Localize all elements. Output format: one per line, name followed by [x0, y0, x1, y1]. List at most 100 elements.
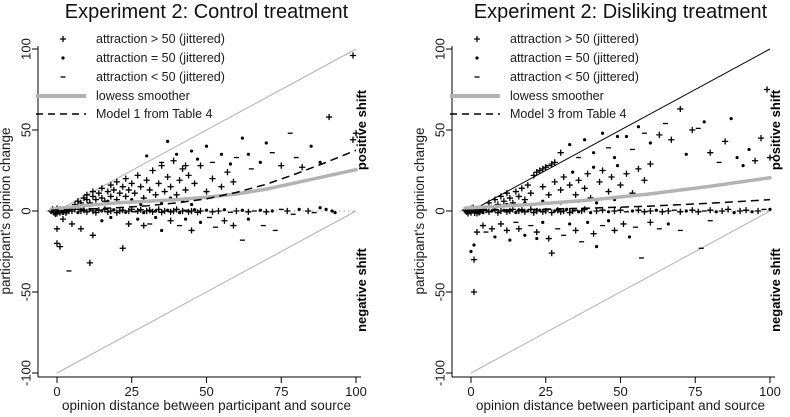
scatter-point-plus: [221, 217, 228, 224]
scatter-point-dot: [714, 210, 718, 214]
scatter-point-plus: [77, 225, 85, 232]
scatter-point-plus: [593, 207, 600, 215]
scatter-point-plus: [512, 188, 519, 195]
lowess-smoother-line: [49, 167, 358, 212]
legend-item-label: attraction < 50 (jittered): [96, 70, 225, 84]
scatter-point-plus: [107, 193, 114, 200]
scatter-point-plus: [470, 288, 478, 296]
x-tick-label: 100: [759, 384, 781, 399]
scatter-point-dot: [145, 154, 149, 158]
scatter-point-plus: [581, 185, 588, 192]
scatter-point-plus: [53, 225, 61, 232]
scatter-point-dot: [615, 164, 620, 168]
scatter-point-plus: [722, 138, 729, 145]
scatter-point-plus: [665, 207, 672, 215]
legend-plus-marker-icon: [60, 36, 66, 42]
scatter-point-dot: [204, 208, 209, 212]
scatter-point-dot: [198, 220, 203, 224]
legend-dot-marker-icon: [61, 56, 65, 60]
scatter-point-plus: [104, 208, 111, 215]
scatter-point-plus: [185, 172, 192, 179]
scatter-point-plus: [92, 196, 99, 203]
scatter-point-plus: [218, 183, 225, 190]
scatter-point-plus: [349, 136, 357, 143]
scatter-point-plus: [131, 190, 138, 197]
scatter-point-dot: [768, 207, 772, 211]
scatter-point-plus: [167, 183, 174, 190]
scatter-point-plus: [173, 206, 180, 213]
scatter-point-plus: [485, 199, 493, 206]
scatter-point-plus: [530, 172, 537, 179]
panel-svg: -100 -50 0 50 100 0 25 50 75 100 Experiment 2: Con…: [0, 1, 369, 413]
scatter-point-dot: [333, 211, 337, 215]
scatter-point-dot: [189, 202, 194, 207]
scatter-point-plus: [176, 177, 183, 184]
scatter-point-plus: [464, 210, 472, 217]
scatter-point-plus: [584, 170, 591, 177]
scatter-point-dot: [76, 211, 80, 215]
scatter-point-plus: [161, 188, 168, 195]
scatter-point-plus: [617, 207, 624, 214]
scatter-point-dot: [175, 152, 179, 156]
scatter-point-plus: [98, 194, 105, 202]
scatter-point-plus: [488, 225, 496, 232]
scatter-point-dot: [109, 215, 113, 220]
scatter-point-plus: [677, 105, 684, 113]
scatter-point-dot: [729, 117, 733, 121]
scatter-point-dot: [636, 125, 641, 129]
scatter-point-plus: [119, 207, 126, 214]
scatter-point-plus: [116, 207, 123, 215]
scatter-point-plus: [548, 209, 555, 216]
scatter-point-plus: [209, 175, 216, 182]
scatter-point-plus: [233, 207, 240, 215]
legend-plus-marker-icon: [474, 36, 480, 42]
scatter-point-plus: [524, 181, 531, 189]
scatter-point-plus: [725, 206, 732, 213]
scatter-point-plus: [677, 208, 684, 215]
scatter-point-dot: [100, 209, 104, 213]
scatter-point-plus: [137, 183, 144, 190]
scatter-point-plus: [83, 191, 90, 198]
model-dashed-line: [50, 149, 357, 211]
scatter-point-plus: [473, 228, 481, 236]
scatter-point-dot: [606, 210, 611, 214]
scatter-point-dot: [591, 165, 596, 169]
scatter-point-plus: [503, 227, 510, 234]
scatter-point-dot: [112, 208, 116, 212]
scatter-point-dot: [666, 222, 670, 226]
scatter-point-plus: [349, 52, 357, 59]
scatter-point-plus: [167, 208, 174, 215]
scatter-point-dot: [648, 141, 652, 145]
scatter-point-dot: [154, 215, 158, 220]
lower-diagonal-reference-line: [56, 210, 357, 374]
scatter-point-plus: [575, 177, 582, 184]
scatter-point-plus: [230, 222, 237, 229]
y-axis-title: participant's opinion change: [0, 128, 13, 295]
legend: attraction > 50 (jittered) attraction = 5…: [450, 32, 639, 121]
scatter-point-plus: [659, 208, 666, 215]
scatter-point-plus: [608, 173, 615, 181]
y-axis-title: participant's opinion change: [412, 128, 427, 295]
scatter-point-dot: [318, 160, 322, 164]
scatter-point-dot: [615, 134, 620, 139]
scatter-point-plus: [149, 167, 156, 174]
scatter-point-dot: [324, 207, 328, 211]
scatter-point-plus: [766, 154, 774, 161]
scatter-point-plus: [125, 220, 132, 228]
scatter-point-plus: [542, 164, 549, 171]
scatter-point-plus: [59, 216, 67, 223]
scatter-point-dot: [219, 152, 224, 156]
scatter-point-plus: [224, 169, 231, 176]
scatter-point-plus: [107, 181, 114, 189]
y-tick-label: 0: [433, 207, 448, 214]
legend-item-label: lowess smoother: [510, 89, 604, 103]
legend-dot-marker-icon: [475, 56, 479, 60]
legend-item-label: lowess smoother: [96, 89, 190, 103]
scatter-point-plus: [545, 191, 552, 198]
scatter-point-plus: [155, 180, 162, 187]
scatter-point-dot: [750, 210, 754, 214]
legend-item-label: attraction > 50 (jittered): [510, 32, 639, 46]
scatter-point-dot: [472, 243, 476, 247]
lowess-smoother-line: [463, 176, 772, 210]
